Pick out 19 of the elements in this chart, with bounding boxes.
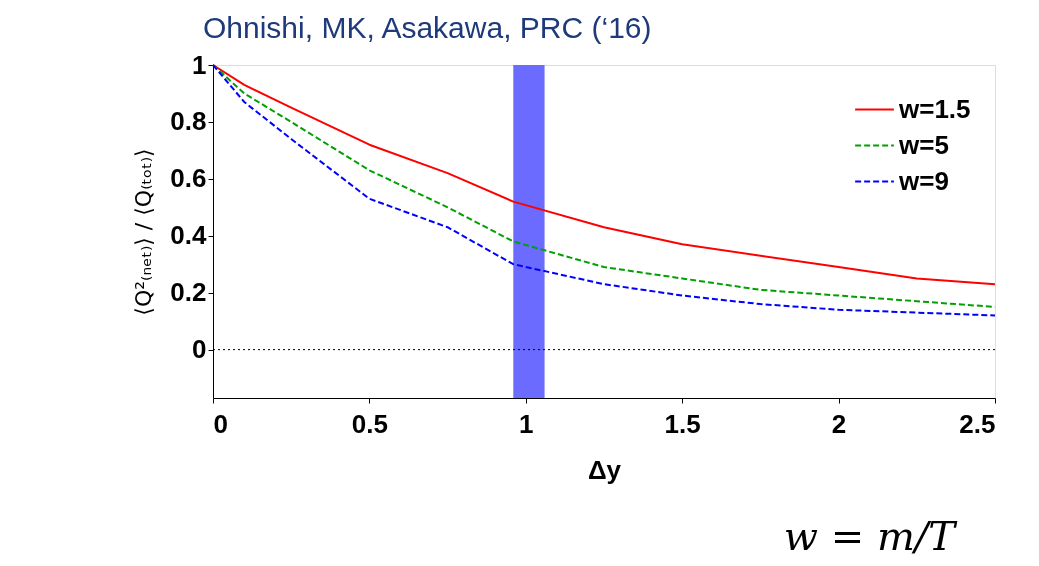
x-tick-label: 1.5 [664,408,701,439]
legend-label: w=5 [898,129,949,160]
x-tick-label: 1 [519,408,534,439]
x-axis-title: Δy [587,454,622,485]
legend-label: w=9 [898,165,949,196]
x-tick-label: 2.5 [959,408,996,439]
y-tick-label: 0.6 [170,163,207,194]
y-tick-label: 0.2 [170,277,207,308]
legend-label: w=1.5 [898,93,971,124]
y-tick-label: 0.4 [170,220,208,251]
y-tick-label: 0.8 [170,106,207,137]
x-tick-label: 2 [831,408,847,439]
x-tick-label: 0 [213,408,228,439]
chart-title: Ohnishi, MK, Asakawa, PRC (‘16) [203,11,652,44]
text: w = m/T [783,513,959,559]
y-axis-title: ⟨Q²₍ₙₑₜ₎⟩ / ⟨Q₍ₜₒₜ₎⟩ [131,148,157,316]
y-tick-label: 0 [192,334,207,365]
x-tick-label: 0.5 [351,408,388,439]
y-tick-label: 1 [192,49,207,80]
